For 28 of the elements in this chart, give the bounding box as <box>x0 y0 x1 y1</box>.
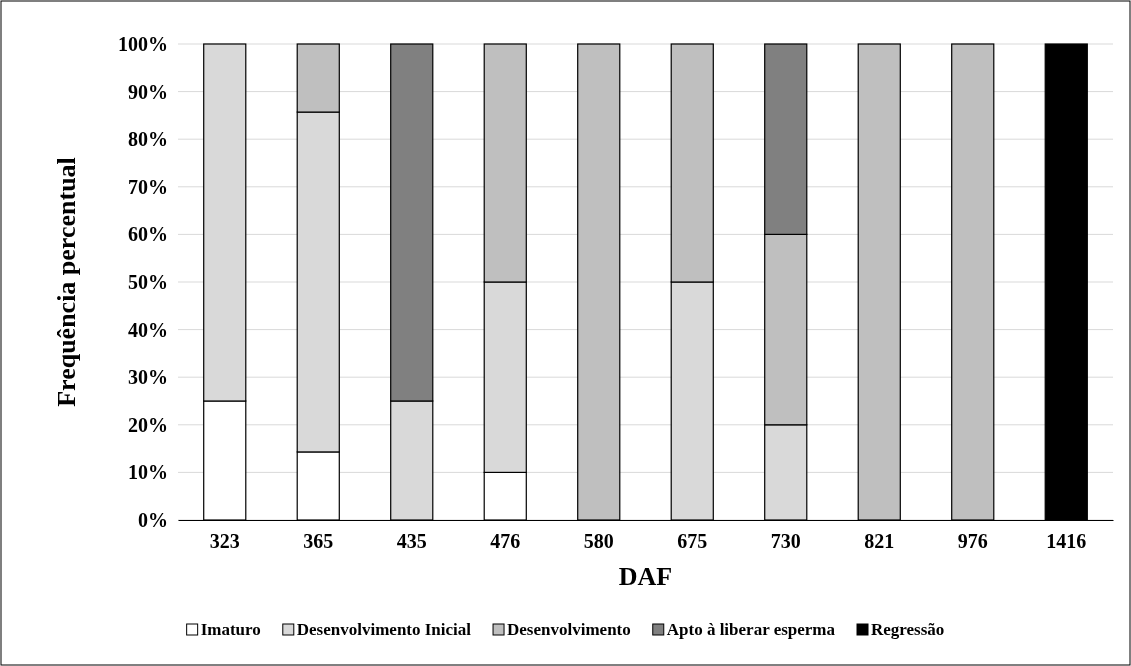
y-tick-label: 0% <box>138 508 168 531</box>
y-tick-label: 10% <box>128 461 168 484</box>
legend-label: Desenvolvimento Inicial <box>296 620 472 639</box>
y-tick-label: 80% <box>128 128 168 151</box>
x-tick-label: 675 <box>677 530 708 553</box>
x-tick-label: 976 <box>957 530 988 553</box>
x-tick-label: 323 <box>209 530 240 553</box>
y-tick-label: 70% <box>128 175 168 198</box>
x-axis-title: DAF <box>618 562 673 591</box>
x-tick-label: 730 <box>770 530 801 553</box>
x-tick-label: 580 <box>583 530 614 553</box>
x-tick-label: 476 <box>490 530 521 553</box>
legend-label: Regressão <box>871 620 945 639</box>
y-axis-title: Frequência percentual <box>52 157 81 407</box>
legend-label: Apto à liberar esperma <box>666 620 836 639</box>
legend-label: Desenvolvimento <box>507 620 631 639</box>
y-tick-label: 30% <box>128 366 168 389</box>
y-tick-label: 60% <box>128 223 168 246</box>
x-tick-label: 435 <box>396 530 427 553</box>
x-tick-label: 821 <box>864 530 895 553</box>
x-tick-label: 365 <box>303 530 334 553</box>
legend-label: Imaturo <box>200 620 261 639</box>
y-tick-label: 50% <box>128 270 168 293</box>
y-tick-label: 20% <box>128 413 168 436</box>
y-tick-label: 100% <box>118 32 168 55</box>
x-tick-label: 1416 <box>1046 530 1087 553</box>
y-tick-label: 40% <box>128 318 168 341</box>
y-tick-label: 90% <box>128 80 168 103</box>
